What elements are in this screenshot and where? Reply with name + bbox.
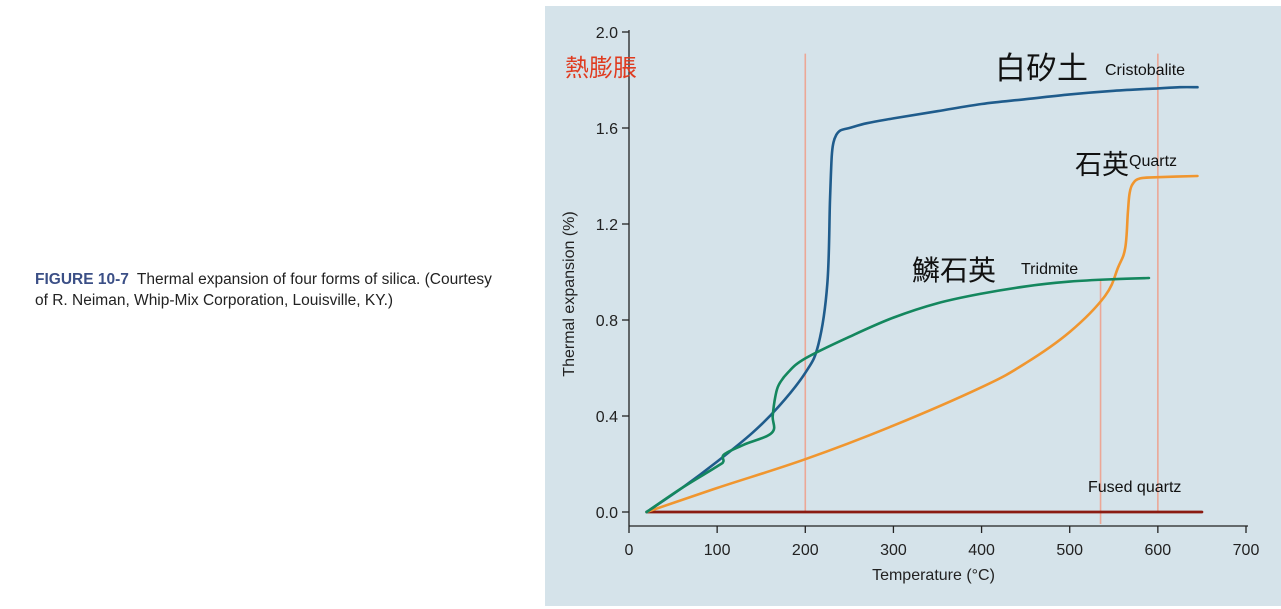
- axes: 0.0 0.4 0.8 1.2 1.6 2.0 0 100 200 300 400 500 600 700…: [561, 25, 1259, 584]
- x-tick-label: 200: [792, 542, 819, 559]
- fused-quartz-label: Fused quartz: [1088, 479, 1181, 496]
- y-tick-label: 1.6: [596, 121, 618, 138]
- x-tick-label: 100: [704, 542, 731, 559]
- series-lines: [645, 85, 1204, 514]
- japanese-title-annotation: 熱膨脹: [565, 55, 637, 82]
- quartz-label-ja: 石英: [1075, 150, 1129, 180]
- vertical-markers: [804, 53, 1159, 524]
- y-tick-label: 2.0: [596, 25, 618, 42]
- cristobalite-line: [645, 85, 1199, 514]
- tridmite-label-ja: 鱗石英: [912, 255, 996, 286]
- x-tick-label: 600: [1145, 542, 1172, 559]
- x-tick-label: 400: [968, 542, 995, 559]
- y-tick-label: 1.2: [596, 217, 618, 234]
- x-tick-label: 300: [880, 542, 907, 559]
- x-tick-label: 500: [1056, 542, 1083, 559]
- y-tick-label: 0.8: [596, 313, 618, 330]
- quartz-line: [645, 174, 1199, 514]
- figure-label: FIGURE 10-7: [35, 271, 129, 288]
- tridmite-label-en: Tridmite: [1021, 261, 1078, 278]
- cristobalite-label-en: Cristobalite: [1105, 62, 1185, 79]
- tridmite-line: [645, 276, 1151, 514]
- y-tick-label: 0.0: [596, 505, 618, 522]
- x-tick-label: 0: [625, 542, 634, 559]
- figure-caption-text: Thermal expansion of four forms of silic…: [35, 271, 492, 309]
- cristobalite-label-ja: 白矽土: [995, 51, 1088, 86]
- thermal-expansion-chart: 0.0 0.4 0.8 1.2 1.6 2.0 0 100 200 300 400 500 600 700…: [561, 25, 1259, 584]
- x-tick-label: 700: [1233, 542, 1260, 559]
- x-axis-title: Temperature (°C): [872, 567, 995, 584]
- y-axis-title: Thermal expansion (%): [561, 211, 578, 376]
- quartz-label-en: Quartz: [1129, 153, 1177, 170]
- chart-labels: 熱膨脹 白矽土 Cristobalite 石英 Quartz 鱗石英 Tridmite Fus…: [565, 51, 1185, 496]
- y-tick-label: 0.4: [596, 409, 618, 426]
- figure-caption: FIGURE 10-7 Thermal expansion of four fo…: [35, 269, 505, 311]
